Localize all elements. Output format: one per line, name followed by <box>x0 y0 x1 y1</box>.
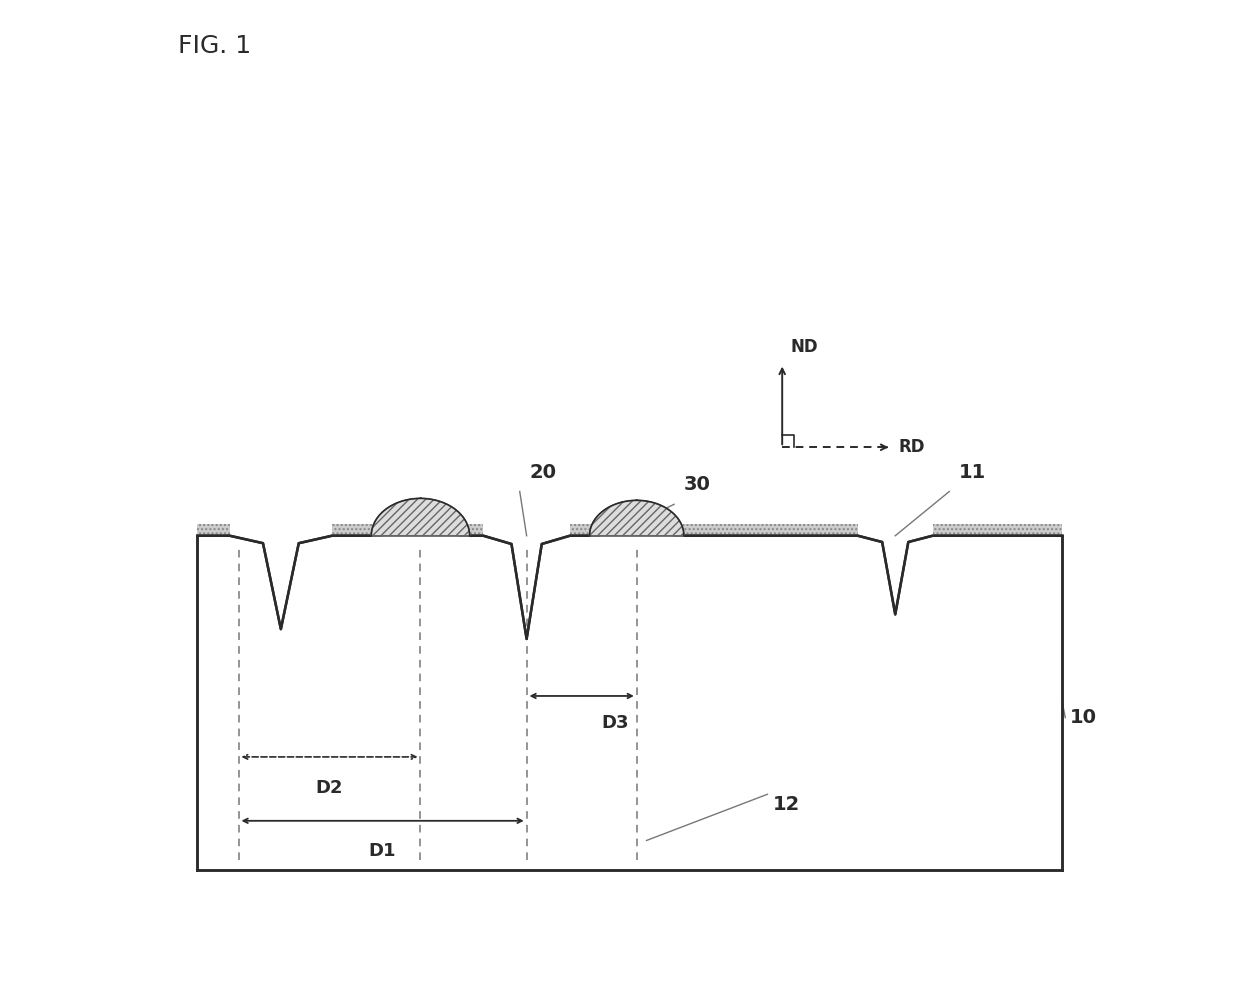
Text: D2: D2 <box>316 779 343 796</box>
Text: FIG. 1: FIG. 1 <box>177 34 250 58</box>
Polygon shape <box>589 500 684 536</box>
Text: 20: 20 <box>529 463 557 482</box>
Bar <box>460 524 484 536</box>
Text: ND: ND <box>790 338 817 356</box>
Bar <box>332 524 381 536</box>
Polygon shape <box>589 500 684 536</box>
Text: 12: 12 <box>773 794 800 814</box>
Polygon shape <box>371 498 470 536</box>
Text: 30: 30 <box>684 476 711 494</box>
Polygon shape <box>371 498 470 536</box>
Polygon shape <box>197 498 1063 870</box>
Bar <box>570 524 599 536</box>
Bar <box>197 524 229 536</box>
Text: D1: D1 <box>368 842 397 860</box>
Bar <box>675 524 858 536</box>
Text: 10: 10 <box>1070 708 1097 727</box>
Bar <box>932 524 1063 536</box>
Text: 11: 11 <box>959 463 986 482</box>
Text: D3: D3 <box>601 714 629 731</box>
Text: RD: RD <box>898 438 925 456</box>
